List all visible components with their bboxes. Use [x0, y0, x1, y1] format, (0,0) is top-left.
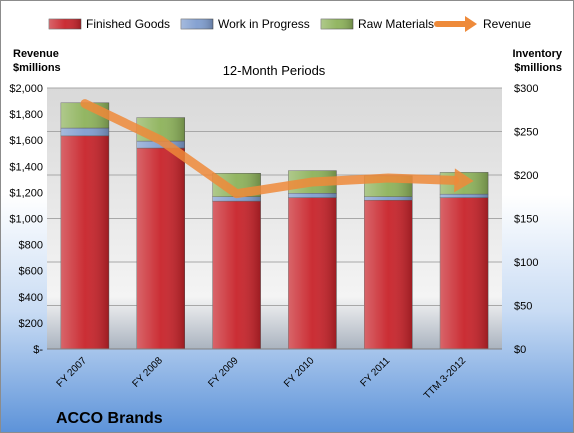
left-tick-label: $1,200: [9, 187, 43, 199]
bar-shine: [440, 197, 489, 349]
right-tick-label: $0: [514, 344, 526, 356]
bars: [60, 102, 489, 350]
x-tick-label: FY 2009: [206, 355, 241, 390]
revenue-line: [80, 99, 459, 199]
legend-label-work-in-progress: Work in Progress: [218, 17, 310, 31]
x-tick-label: FY 2010: [282, 355, 317, 390]
x-axis: FY 2007 FY 2008 FY 2009 FY 2010 FY 2011 TTM 3…: [55, 355, 469, 402]
left-tick-label: $2,000: [9, 83, 43, 95]
right-tick-label: $100: [514, 257, 538, 269]
legend-label-revenue: Revenue: [483, 17, 531, 31]
left-tick-label: $1,800: [9, 109, 43, 121]
revenue-arrowhead: [454, 168, 474, 193]
bar-shine: [212, 201, 261, 349]
legend-swatch-shine: [321, 19, 353, 29]
bar-shine: [288, 197, 337, 349]
chart-title: 12-Month Periods: [223, 63, 326, 78]
legend-swatch-shine: [181, 19, 213, 29]
bar-shine: [288, 193, 337, 198]
legend-swatch-shine: [49, 19, 81, 29]
right-axis-title-line2: $millions: [514, 62, 562, 74]
bar-shine: [364, 196, 413, 201]
left-tick-label: $400: [19, 292, 43, 304]
left-tick-label: $1,600: [9, 135, 43, 147]
legend-swatch-arrow-revenue: [465, 16, 477, 32]
right-tick-label: $200: [514, 170, 538, 182]
legend-label-finished-goods: Finished Goods: [86, 17, 170, 31]
bar-shine: [60, 128, 109, 136]
left-tick-label: $1,000: [9, 214, 43, 226]
left-tick-label: $1,400: [9, 161, 43, 173]
x-tick-label: FY 2007: [55, 355, 90, 390]
left-axis-title-line2: $millions: [13, 62, 61, 74]
company-name: ACCO Brands: [56, 410, 163, 427]
bar-shine: [440, 194, 489, 198]
bar-shine: [364, 200, 413, 349]
right-tick-label: $300: [514, 83, 538, 95]
left-axis-title-line1: Revenue: [13, 48, 59, 60]
revenue-line-layer: [80, 99, 474, 199]
x-tick-label: FY 2008: [130, 355, 165, 390]
legend-label-raw-materials: Raw Materials: [358, 17, 434, 31]
right-tick-label: $50: [514, 301, 532, 313]
bar-shine: [136, 148, 185, 349]
right-axis-title-line1: Inventory: [512, 48, 562, 60]
right-axis: $0 $50 $100 $150 $200 $250 $300: [514, 83, 538, 356]
right-tick-label: $250: [514, 127, 538, 139]
legend: Finished Goods Work in Progress Raw Materi…: [48, 16, 531, 32]
left-tick-label: $-: [33, 344, 43, 356]
left-axis: $- $200 $400 $600 $800 $1,000 $1,200 $1,400 $1,6…: [9, 83, 43, 356]
x-tick-label: TTM 3-2012: [422, 355, 469, 402]
x-tick-label: FY 2011: [359, 355, 393, 389]
bar-shine: [212, 196, 261, 202]
left-tick-label: $600: [19, 266, 43, 278]
left-tick-label: $200: [19, 318, 43, 330]
bar-shine: [60, 135, 109, 349]
right-tick-label: $150: [514, 214, 538, 226]
left-tick-label: $800: [19, 240, 43, 252]
